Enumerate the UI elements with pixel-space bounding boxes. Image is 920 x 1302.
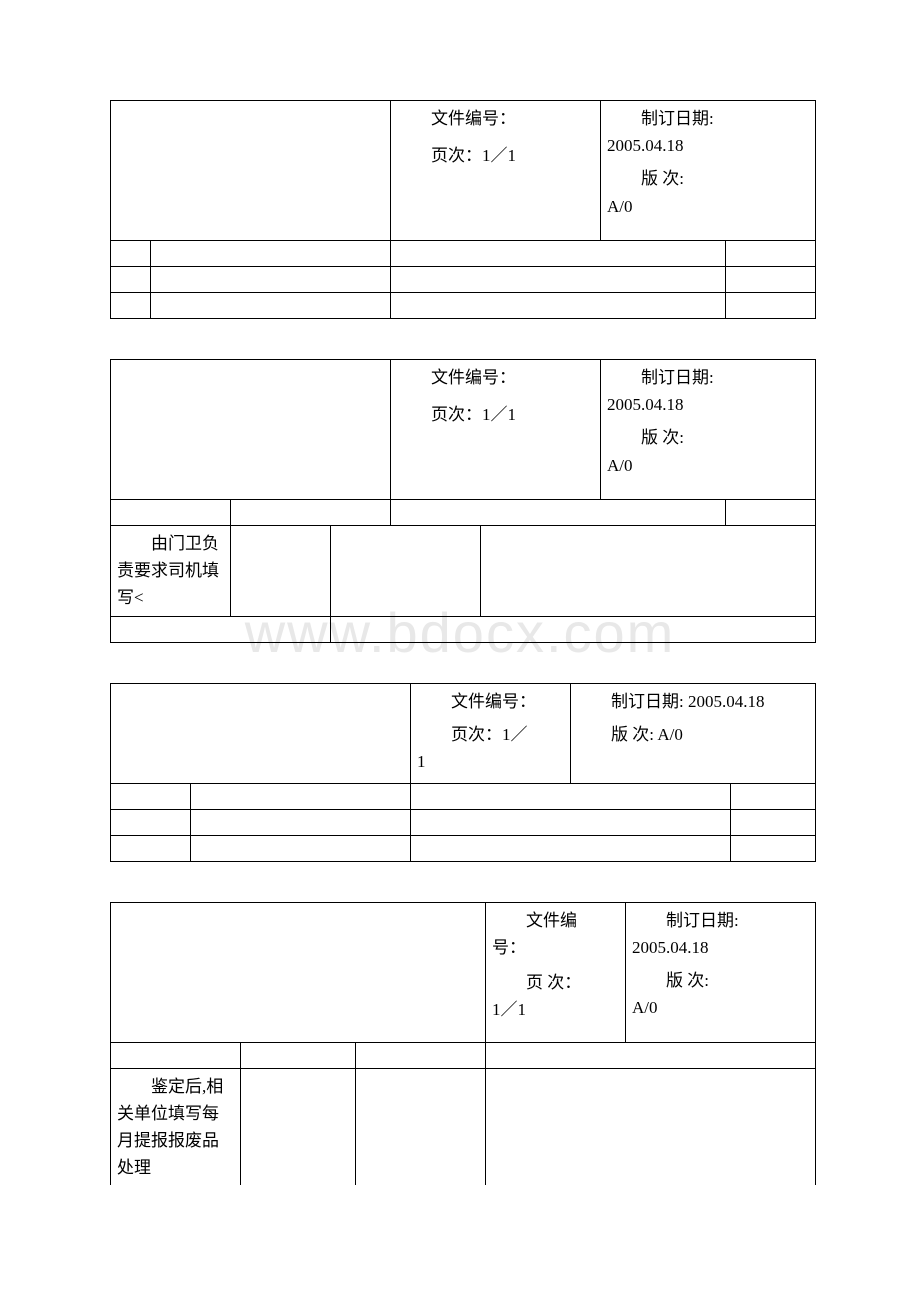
t4-r2c2 (241, 1068, 356, 1185)
t2-r2c4 (481, 526, 816, 617)
page-line-2: 页次：1／1 (397, 401, 594, 428)
header-left-3 (111, 683, 411, 783)
t2-r2c3 (331, 526, 481, 617)
t2-r1c2 (231, 500, 391, 526)
t2-r3c2 (331, 616, 816, 642)
t4-content-cell: 鉴定后,相关单位填写每月提报报废品处理 (111, 1068, 241, 1185)
table-block-2: 文件编号： 页次：1／1 制订日期:2005.04.18 版 次:A/0 由门卫… (110, 359, 810, 643)
issue-date: 制订日期:2005.04.18 (607, 105, 809, 159)
doc-number-label-4: 文件编号： (492, 907, 619, 961)
doc-number-label-3: 文件编号： (417, 688, 564, 715)
t4-r2c4 (486, 1068, 816, 1185)
t3-r3c3 (411, 835, 731, 861)
t1-r1c3 (391, 241, 726, 267)
t1-r1c2 (151, 241, 391, 267)
t3-r1c2 (191, 783, 411, 809)
header-left-1 (111, 101, 391, 241)
t4-r1c3 (356, 1042, 486, 1068)
page-line: 页次：1／1 (397, 142, 594, 169)
header-left-2 (111, 360, 391, 500)
t1-r1c1 (111, 241, 151, 267)
t3-r2c3 (411, 809, 731, 835)
issue-date-4: 制订日期:2005.04.18 (632, 907, 809, 961)
header-right-1: 制订日期:2005.04.18 版 次:A/0 (601, 101, 816, 241)
version-3: 版 次: A/0 (577, 721, 809, 748)
t3-r2c1 (111, 809, 191, 835)
header-right-3: 制订日期: 2005.04.18 版 次: A/0 (571, 683, 816, 783)
t2-r1c3 (391, 500, 726, 526)
t4-r2c3 (356, 1068, 486, 1185)
issue-date-2: 制订日期:2005.04.18 (607, 364, 809, 418)
t3-r1c1 (111, 783, 191, 809)
t1-r2c3 (391, 267, 726, 293)
t2-content-cell: 由门卫负责要求司机填写< (111, 526, 231, 617)
t3-r1c3 (411, 783, 731, 809)
t4-r1c2 (241, 1042, 356, 1068)
t1-r2c1 (111, 267, 151, 293)
doc-number-label-2: 文件编号： (397, 364, 594, 391)
t3-r3c1 (111, 835, 191, 861)
header-mid-3: 文件编号： 页次：1／1 (411, 683, 571, 783)
t3-r2c2 (191, 809, 411, 835)
page-line-4: 页 次：1／1 (492, 969, 619, 1023)
t3-r2c4 (731, 809, 816, 835)
t2-r3c1 (111, 616, 331, 642)
version: 版 次:A/0 (607, 165, 809, 219)
table-block-4: 文件编号： 页 次：1／1 制订日期:2005.04.18 版 次:A/0 鉴定… (110, 902, 810, 1186)
header-mid-1: 文件编号： 页次：1／1 (391, 101, 601, 241)
t2-r2c2 (231, 526, 331, 617)
version-4: 版 次:A/0 (632, 967, 809, 1021)
t2-r1c4 (726, 500, 816, 526)
t2-r1c1 (111, 500, 231, 526)
header-right-4: 制订日期:2005.04.18 版 次:A/0 (626, 902, 816, 1042)
t1-r1c4 (726, 241, 816, 267)
t4-r1c4 (486, 1042, 816, 1068)
table-block-1: 文件编号： 页次：1／1 制订日期:2005.04.18 版 次:A/0 (110, 100, 810, 319)
header-right-2: 制订日期:2005.04.18 版 次:A/0 (601, 360, 816, 500)
header-mid-2: 文件编号： 页次：1／1 (391, 360, 601, 500)
t3-r1c4 (731, 783, 816, 809)
header-mid-4: 文件编号： 页 次：1／1 (486, 902, 626, 1042)
t1-r3c2 (151, 293, 391, 319)
t3-r3c2 (191, 835, 411, 861)
page-line-3: 页次：1／1 (417, 721, 564, 775)
header-left-4 (111, 902, 486, 1042)
t1-r3c1 (111, 293, 151, 319)
t1-r2c4 (726, 267, 816, 293)
t1-r3c4 (726, 293, 816, 319)
t1-r2c2 (151, 267, 391, 293)
version-2: 版 次:A/0 (607, 424, 809, 478)
t3-r3c4 (731, 835, 816, 861)
t4-r1c1 (111, 1042, 241, 1068)
t1-r3c3 (391, 293, 726, 319)
table-block-3: 文件编号： 页次：1／1 制订日期: 2005.04.18 版 次: A/0 (110, 683, 810, 862)
doc-number-label: 文件编号： (397, 105, 594, 132)
issue-date-3: 制订日期: 2005.04.18 (577, 688, 809, 715)
